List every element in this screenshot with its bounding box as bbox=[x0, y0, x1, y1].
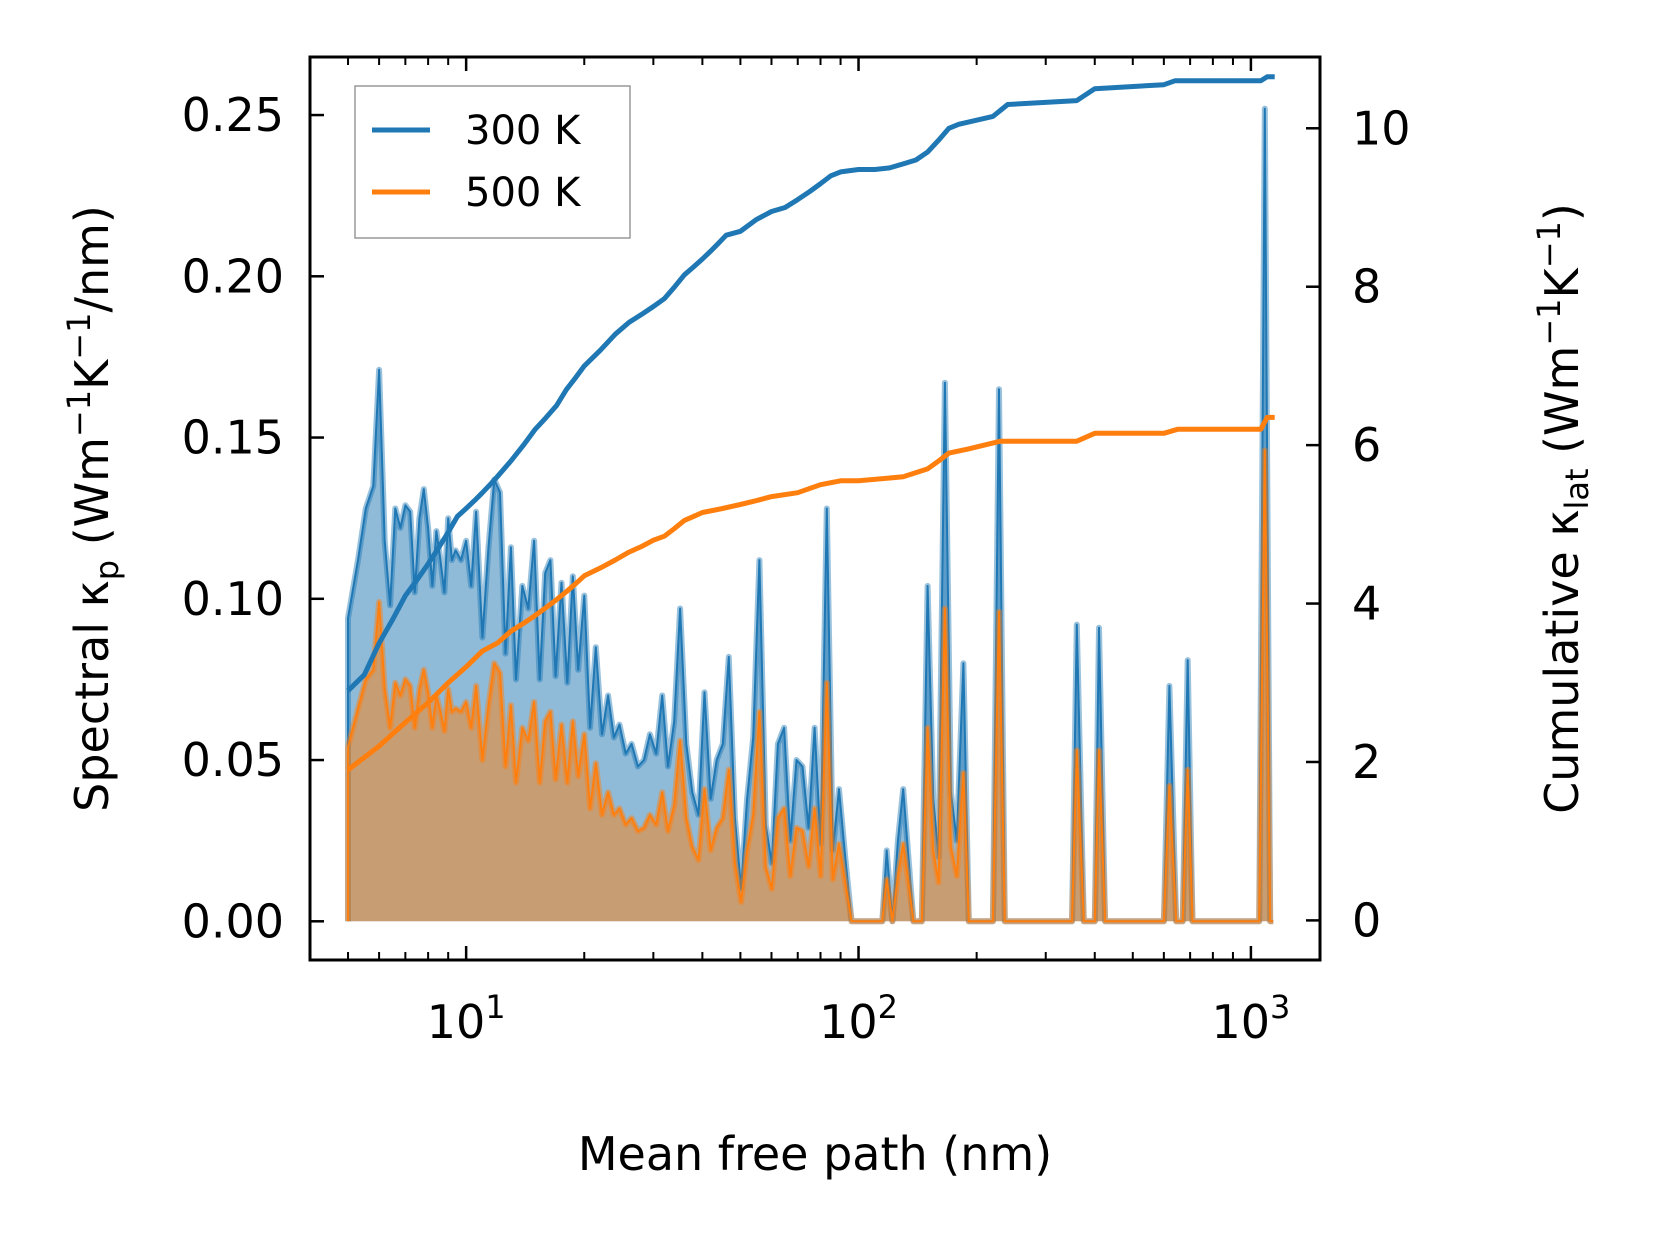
y2-tick-label: 6 bbox=[1352, 418, 1381, 472]
x-tick-exponent: 1 bbox=[485, 988, 505, 1026]
y-tick-label: 0.00 bbox=[182, 894, 284, 948]
y2-axis-title-units-3: ) bbox=[1535, 203, 1589, 221]
x-tick-label: 102 bbox=[819, 988, 898, 1049]
y2-tick-label: 10 bbox=[1352, 101, 1411, 155]
y-axis-title-sup1: −1 bbox=[60, 390, 98, 437]
y2-axis-title-main: Cumulative κ bbox=[1535, 510, 1589, 814]
y-tick-label: 0.20 bbox=[182, 249, 284, 303]
x-tick-exponent: 2 bbox=[878, 988, 898, 1026]
tick-layer bbox=[309, 57, 1320, 960]
cumulative-line-500k bbox=[346, 414, 1275, 772]
y2-axis-title-units: (Wm bbox=[1535, 346, 1589, 469]
spectral-fill-300k bbox=[348, 108, 1274, 922]
plot-frame bbox=[308, 55, 1322, 962]
y2-tick-label: 2 bbox=[1352, 735, 1381, 789]
y-axis-title: Spectral κp (Wm−1K−1/nm) bbox=[60, 205, 126, 812]
y2-tick-label: 0 bbox=[1352, 893, 1381, 947]
y-tick-label: 0.25 bbox=[182, 88, 284, 142]
y-axis-title-units-3: /nm) bbox=[65, 205, 119, 312]
y2-axis-title-sub: lat bbox=[1558, 469, 1596, 510]
y-axis-title-units-2: K bbox=[65, 358, 119, 390]
legend-label-500k: 500 K bbox=[465, 170, 582, 216]
x-tick-exponent: 3 bbox=[1270, 988, 1290, 1026]
y-axis-title-sub: p bbox=[88, 560, 126, 580]
x-tick-label: 103 bbox=[1211, 988, 1290, 1049]
x-tick-base: 10 bbox=[819, 995, 878, 1049]
y2-tick-label: 8 bbox=[1352, 260, 1381, 314]
y2-axis-title-sup2: −1 bbox=[1530, 221, 1568, 268]
y2-axis-title: Cumulative κlat (Wm−1K−1) bbox=[1530, 203, 1596, 814]
y-axis-title-units: (Wm bbox=[65, 437, 119, 560]
x-tick-base: 10 bbox=[427, 995, 486, 1049]
y2-axis-title-units-2: K bbox=[1535, 266, 1589, 298]
spectral-line-layer bbox=[345, 105, 1274, 925]
x-tick-label: 101 bbox=[427, 988, 506, 1049]
cumulative-line-300k bbox=[346, 74, 1275, 693]
spectral-fill-500k bbox=[348, 450, 1274, 922]
spectral-line-500k bbox=[347, 449, 1274, 923]
y-axis-title-main: Spectral κ bbox=[65, 580, 119, 812]
spectral-line-300k bbox=[347, 107, 1274, 923]
x-axis-title: Mean free path (nm) bbox=[578, 1127, 1052, 1181]
cumulative-line-layer bbox=[346, 74, 1275, 772]
y-tick-label: 0.05 bbox=[182, 733, 284, 787]
y2-axis-title-sup1: −1 bbox=[1530, 298, 1568, 345]
y-axis-title-sup2: −1 bbox=[60, 313, 98, 360]
legend-box bbox=[354, 85, 631, 239]
legend-label-300k: 300 K bbox=[465, 108, 582, 154]
fill-layer bbox=[348, 108, 1274, 922]
y-tick-label: 0.10 bbox=[182, 572, 284, 626]
legend: 300 K 500 K bbox=[354, 85, 631, 239]
y2-tick-label: 4 bbox=[1352, 577, 1381, 631]
y-tick-label: 0.15 bbox=[182, 411, 284, 465]
x-tick-base: 10 bbox=[1211, 995, 1270, 1049]
